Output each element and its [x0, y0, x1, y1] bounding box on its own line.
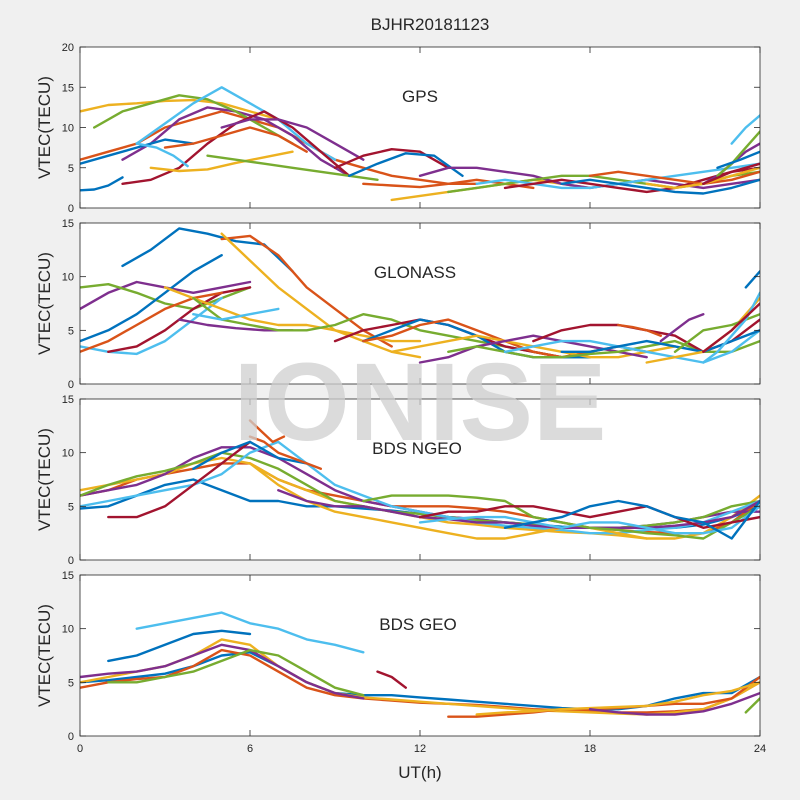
series-line — [716, 150, 760, 170]
series-line — [475, 681, 760, 716]
panel-label: GLONASS — [374, 263, 456, 282]
series-line — [220, 232, 422, 359]
y-tick-label: 15 — [62, 82, 74, 94]
figure-title: BJHR20181123 — [371, 15, 490, 34]
series-line — [362, 494, 760, 540]
series-line — [192, 307, 280, 321]
y-tick-label: 20 — [62, 42, 74, 54]
series-line — [80, 176, 124, 192]
series-line — [248, 419, 286, 444]
x-tick-label: 12 — [414, 743, 426, 755]
series-line — [80, 643, 365, 700]
x-tick-label: 0 — [77, 743, 83, 755]
panels: 0 5 10 15 20 VTEC(TECU) GPS 0 5 10 15 VTEC(TECU) GLO… — [35, 42, 766, 755]
y-tick-label: 5 — [68, 163, 74, 175]
series-group — [80, 86, 760, 202]
series-line — [80, 253, 223, 343]
y-tick-label: 5 — [68, 501, 74, 513]
series-line — [716, 130, 760, 178]
series-line — [80, 138, 195, 165]
series-line — [588, 170, 760, 186]
series-line — [702, 302, 760, 353]
panel-glonass: 0 5 10 15 VTEC(TECU) GLONASS — [35, 218, 761, 391]
series-line — [149, 150, 294, 173]
series-line — [659, 313, 705, 343]
series-line — [107, 440, 252, 519]
series-line — [135, 611, 365, 654]
panel-label: GPS — [402, 87, 438, 106]
y-tick-label: 15 — [62, 570, 74, 582]
series-line — [80, 451, 760, 529]
x-tick-label: 18 — [584, 743, 596, 755]
y-axis-label: VTEC(TECU) — [35, 428, 54, 531]
series-line — [220, 118, 365, 161]
y-tick-label: 0 — [68, 555, 74, 567]
y-tick-label: 10 — [62, 123, 74, 135]
y-tick-label: 10 — [62, 448, 74, 460]
y-axis-label: VTEC(TECU) — [35, 76, 54, 179]
panel-bds-ngeo: 0 5 10 15 VTEC(TECU) BDS NGEO — [35, 394, 761, 567]
panel-bds-geo: 0 5 10 15 0 6 12 18 24 VTEC(TECU) BDS GEO — [35, 570, 766, 755]
series-line — [560, 178, 760, 195]
series-line — [376, 670, 407, 689]
series-group — [80, 611, 760, 718]
series-line — [333, 147, 450, 170]
y-axis-label: VTEC(TECU) — [35, 604, 54, 707]
series-line — [560, 329, 760, 353]
series-line — [92, 94, 294, 145]
series-line — [418, 334, 648, 364]
x-tick-label: 24 — [754, 743, 766, 755]
y-tick-label: 10 — [62, 624, 74, 636]
series-line — [588, 691, 760, 716]
series-line — [617, 323, 662, 337]
y-tick-label: 0 — [68, 379, 74, 391]
series-line — [135, 86, 337, 161]
y-tick-label: 5 — [68, 677, 74, 689]
series-line — [503, 329, 760, 364]
y-tick-label: 10 — [62, 272, 74, 284]
series-line — [192, 440, 308, 470]
y-tick-label: 15 — [62, 394, 74, 406]
x-tick-label: 6 — [247, 743, 253, 755]
plot-area — [80, 47, 760, 208]
x-axis-label: UT(h) — [398, 763, 441, 782]
series-line — [135, 142, 189, 168]
series-line — [418, 505, 760, 535]
panel-label: BDS GEO — [379, 615, 456, 634]
series-line — [107, 648, 365, 697]
series-line — [348, 152, 464, 178]
series-group — [80, 227, 760, 364]
series-group — [80, 419, 760, 540]
series-line — [744, 697, 760, 714]
series-line — [730, 114, 760, 145]
y-tick-label: 0 — [68, 203, 74, 215]
series-line — [248, 435, 322, 470]
series-line — [702, 291, 760, 364]
series-line — [107, 629, 252, 663]
series-line — [447, 339, 760, 359]
series-line — [503, 499, 760, 540]
series-line — [702, 162, 760, 186]
series-line — [80, 291, 223, 353]
series-line — [418, 505, 760, 529]
y-tick-label: 5 — [68, 325, 74, 337]
series-line — [163, 126, 308, 153]
series-line — [744, 270, 760, 289]
y-axis-label: VTEC(TECU) — [35, 252, 54, 355]
panel-label: BDS NGEO — [372, 439, 462, 458]
y-tick-label: 15 — [62, 218, 74, 230]
panel-gps: 0 5 10 15 20 VTEC(TECU) GPS — [35, 42, 761, 215]
watermark: IONISE — [234, 341, 607, 464]
series-line — [80, 98, 280, 121]
y-tick-label: 0 — [68, 731, 74, 743]
